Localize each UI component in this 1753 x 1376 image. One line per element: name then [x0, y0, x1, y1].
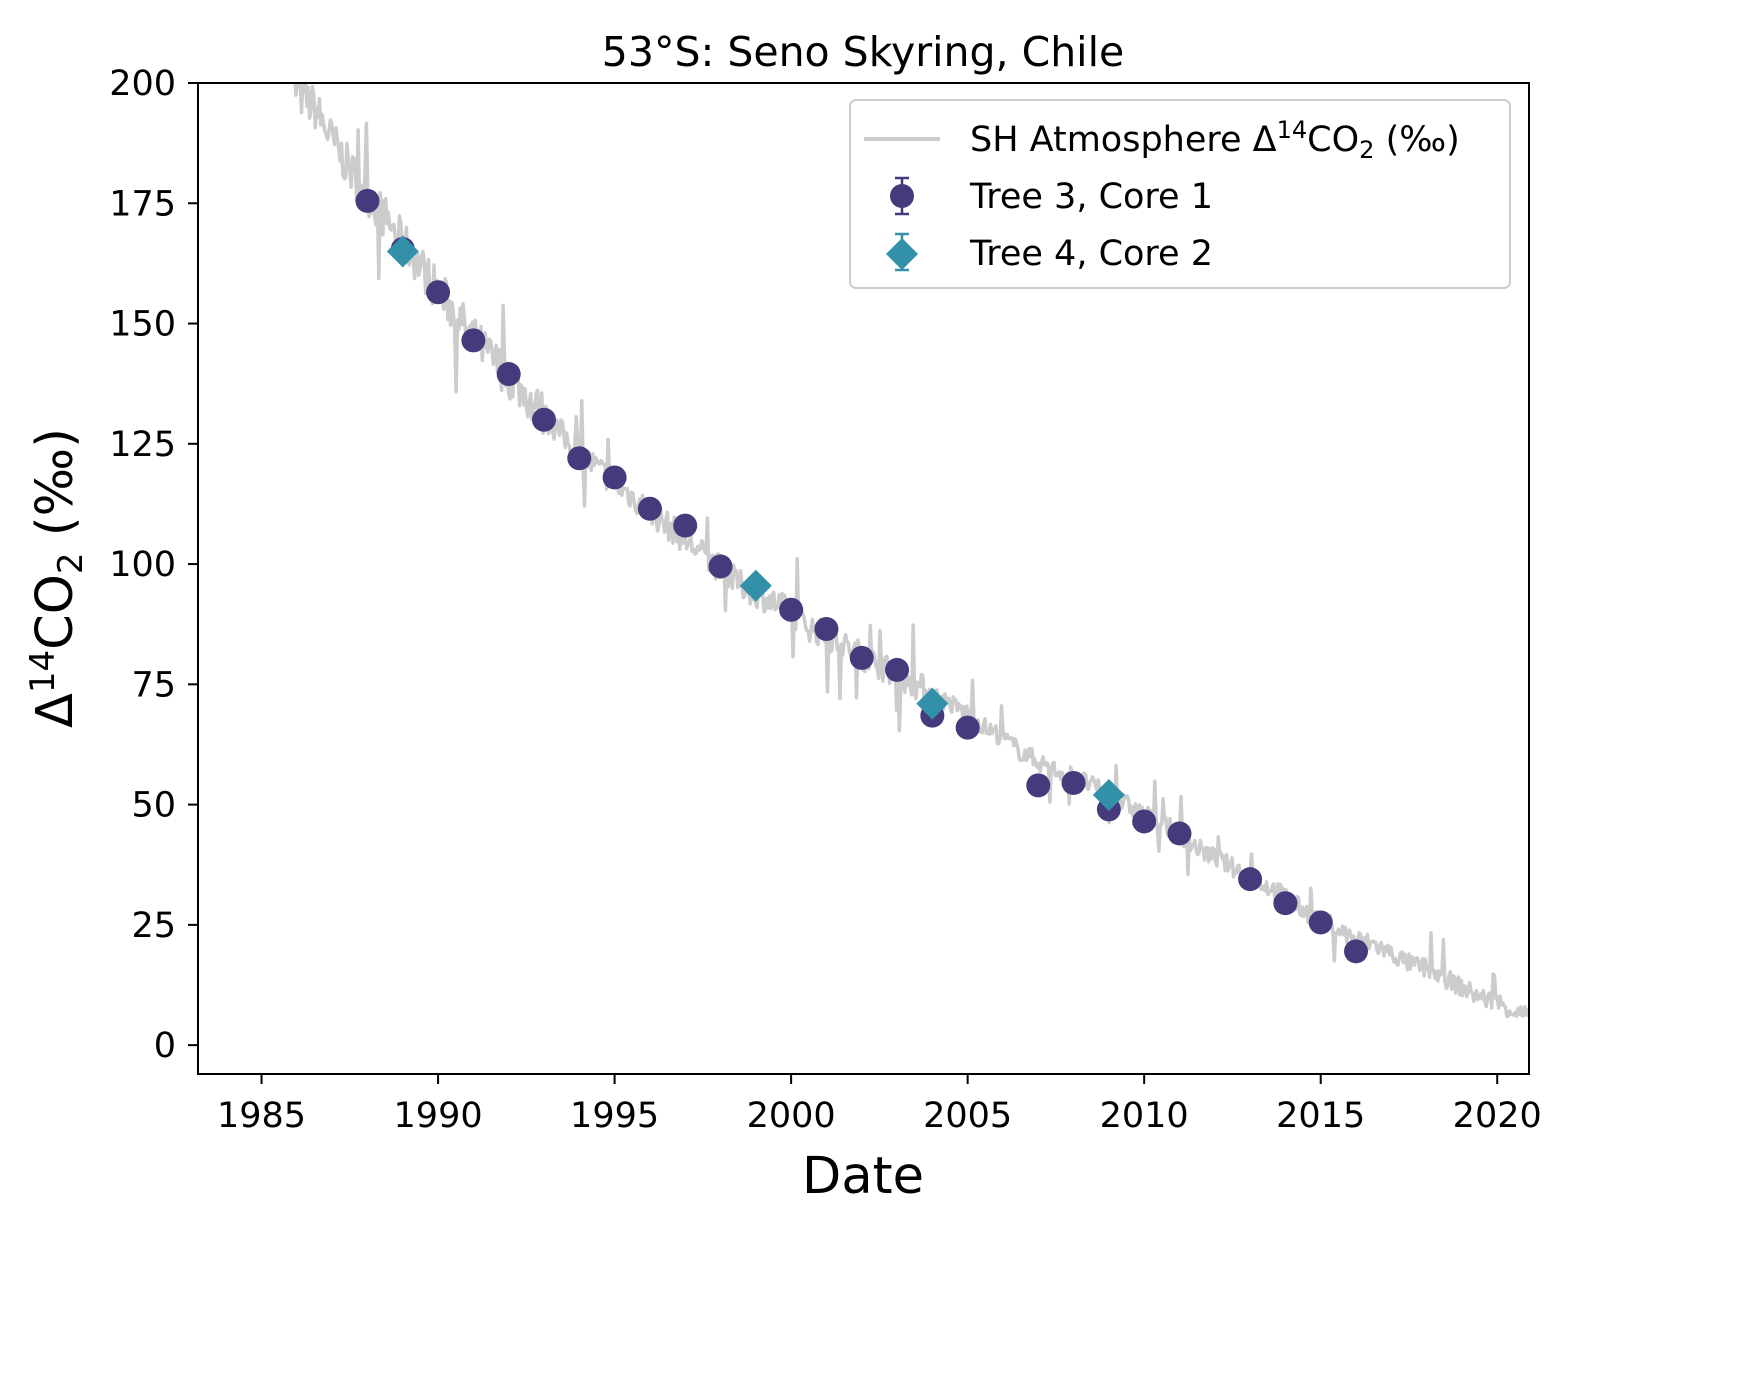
tree3-point	[955, 715, 980, 740]
y-tick-label: 0	[154, 1026, 176, 1066]
x-tick-label: 2020	[1453, 1096, 1542, 1136]
x-tick-label: 2000	[747, 1096, 836, 1136]
legend-frame	[849, 99, 1511, 289]
tree3-point	[673, 513, 698, 538]
tree3-point	[814, 617, 839, 642]
tree3-point	[1061, 770, 1086, 795]
tree4-point	[1092, 778, 1125, 811]
tree3-point	[849, 645, 874, 670]
points-layer	[355, 188, 1369, 964]
x-tick-label: 1995	[570, 1096, 659, 1136]
tree3-point	[1132, 809, 1157, 834]
y-label-subscript: 2	[51, 552, 91, 574]
tree3-point	[708, 554, 733, 579]
y-axis-label: Δ14CO2 (‰)	[23, 428, 91, 728]
tree3-point	[637, 496, 662, 521]
y-label-co: CO	[26, 574, 85, 650]
legend-superscript: 14	[1277, 116, 1308, 144]
x-tick-label: 1990	[394, 1096, 483, 1136]
y-tick-label: 75	[131, 665, 176, 705]
tree3-point	[885, 657, 910, 682]
legend-subscript: 2	[1359, 136, 1374, 164]
x-axis: 1985 1990 1995 2000 2005 2010 2015 2020	[217, 1074, 1542, 1136]
y-tick-label: 200	[109, 64, 176, 104]
y-tick-label: 175	[109, 184, 176, 224]
chart-title: 53°S: Seno Skyring, Chile	[602, 28, 1124, 76]
y-tick-label: 100	[109, 545, 176, 585]
legend-co: CO	[1307, 120, 1359, 160]
tree3-point	[1344, 939, 1369, 964]
legend-tree4-label: Tree 4, Core 2	[969, 234, 1213, 274]
y-tick-label: 25	[131, 906, 176, 946]
x-tick-label: 2010	[1100, 1096, 1189, 1136]
legend-tree3-label: Tree 3, Core 1	[969, 177, 1213, 217]
tree3-point	[426, 280, 451, 305]
tree3-point	[355, 188, 380, 213]
tree3-point	[1167, 821, 1192, 846]
tree3-point	[602, 465, 627, 490]
tree4-point	[386, 235, 419, 268]
tree3-point	[1238, 867, 1263, 892]
tree3-point	[496, 362, 521, 387]
tree3-point	[1026, 773, 1051, 798]
tree3-point	[779, 597, 804, 622]
y-tick-label: 125	[109, 425, 176, 465]
tree4-point	[916, 687, 949, 720]
tree3-point	[531, 407, 556, 432]
y-tick-label: 50	[131, 786, 176, 826]
x-tick-label: 2015	[1276, 1096, 1365, 1136]
plot-frame	[197, 82, 1530, 1075]
x-axis-label: Date	[802, 1147, 924, 1206]
legend-tree4-marker	[886, 238, 918, 270]
x-tick-label: 2005	[923, 1096, 1012, 1136]
y-tick-label: 150	[109, 305, 176, 345]
y-label-unit: (‰)	[26, 428, 85, 552]
tree3-point	[1273, 891, 1298, 916]
tree3-point	[461, 328, 486, 353]
y-label-superscript: 14	[23, 650, 63, 693]
tree3-point	[567, 446, 592, 471]
legend-atmosphere-label: SH Atmosphere Δ14CO2 (‰)	[970, 116, 1460, 164]
legend: SH Atmosphere Δ14CO2 (‰) Tree 3, Core 1 …	[849, 99, 1511, 289]
tree4-point	[739, 569, 772, 602]
x-tick-label: 1985	[217, 1096, 306, 1136]
tree3-point	[1308, 910, 1333, 935]
y-axis: 0 25 50 75 100 125 150 175 200	[109, 64, 198, 1066]
legend-unit: (‰)	[1374, 120, 1459, 160]
legend-tree3-marker	[890, 184, 914, 208]
